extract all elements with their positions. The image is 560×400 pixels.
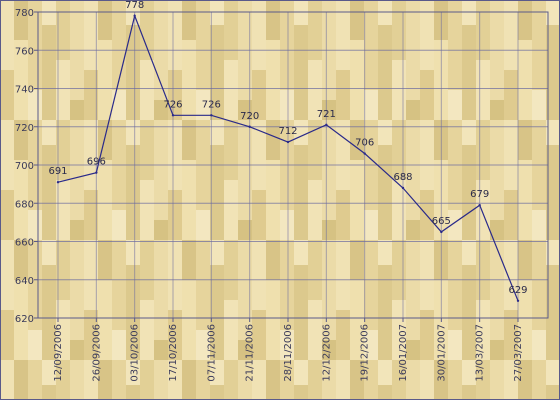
x-tick-label: 12/12/2006: [321, 324, 332, 382]
data-label: 691: [48, 166, 67, 177]
data-point: [363, 152, 366, 155]
data-point: [56, 181, 60, 184]
y-tick-labels: 620 640 660 680 700 720 740 760 780: [15, 8, 34, 325]
data-label: 726: [202, 99, 221, 110]
x-tick-label: 19/12/2006: [360, 324, 371, 382]
plot-area-border: [37, 11, 549, 319]
x-tick-label: 17/10/2006: [168, 324, 179, 382]
y-tick-label: 700: [15, 161, 34, 172]
x-tick-label: 21/11/2006: [245, 324, 256, 382]
data-label: 665: [432, 216, 451, 227]
data-point: [286, 140, 290, 144]
data-point: [516, 299, 520, 302]
axes: [34, 11, 549, 322]
data-point: [133, 14, 136, 18]
y-tick-label: 760: [15, 46, 34, 57]
x-tick-label: 30/01/2007: [436, 324, 447, 382]
data-point: [210, 114, 213, 117]
data-label: 720: [240, 111, 259, 122]
data-label: 706: [355, 138, 374, 149]
data-label: 688: [393, 172, 412, 183]
y-tick-label: 740: [15, 85, 34, 96]
x-tick-label: 03/10/2006: [130, 324, 141, 382]
y-tick-label: 720: [15, 123, 34, 134]
y-tick-label: 660: [15, 238, 34, 249]
x-tick-label: 27/03/2007: [513, 324, 524, 382]
series-layer: [56, 13, 520, 302]
data-point: [440, 230, 443, 234]
data-point: [171, 114, 175, 117]
y-tick-label: 780: [15, 8, 34, 19]
data-label: 679: [470, 189, 489, 200]
y-tick-label: 620: [15, 314, 34, 325]
data-label: 721: [317, 109, 336, 120]
data-label: 696: [87, 157, 106, 168]
x-tick-label: 07/11/2006: [206, 324, 217, 382]
x-tick-label: 16/01/2007: [398, 324, 409, 382]
data-point: [325, 123, 328, 127]
x-tick-label: 12/09/2006: [53, 324, 64, 382]
data-point: [248, 125, 251, 128]
x-tick-label: 13/03/2007: [475, 324, 486, 382]
x-tick-label: 28/11/2006: [283, 324, 294, 382]
data-point: [401, 186, 405, 190]
x-tick-labels: 12/09/2006 26/09/2006 03/10/2006 17/10/2006…: [53, 324, 524, 382]
data-label: 629: [508, 285, 527, 296]
y-tick-label: 640: [15, 276, 34, 287]
data-label: 726: [163, 99, 182, 110]
data-point: [95, 171, 98, 174]
data-point: [478, 203, 481, 207]
data-labels: 691 696 778 726 726 720 712 721 706 688 665 679 629: [48, 0, 527, 296]
data-label: 778: [125, 0, 144, 11]
y-tick-label: 680: [15, 199, 34, 210]
data-label: 712: [278, 126, 297, 137]
x-tick-label: 26/09/2006: [91, 324, 102, 382]
